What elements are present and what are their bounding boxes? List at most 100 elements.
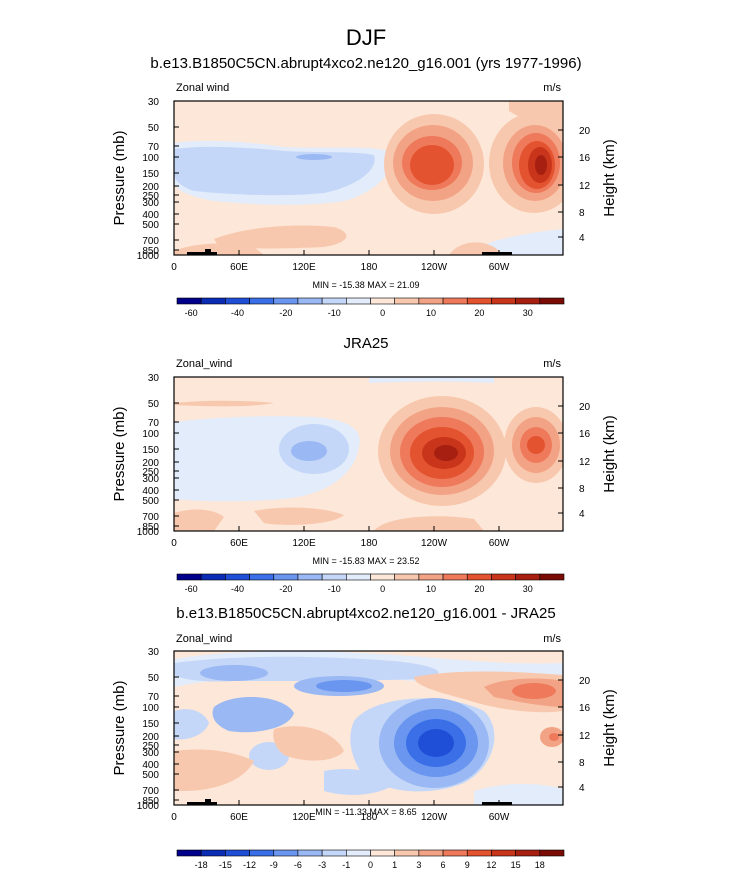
y-tick-label: 100 bbox=[142, 153, 159, 164]
y-axis-title: Pressure (mb) bbox=[111, 130, 128, 225]
y-tick-label: 70 bbox=[148, 418, 160, 429]
x-tick-label: 120E bbox=[292, 262, 316, 273]
colorbar-swatch bbox=[225, 297, 250, 305]
colorbar-label: -15 bbox=[219, 860, 232, 870]
colorbar-label: 9 bbox=[465, 860, 470, 870]
x-tick-label: 120W bbox=[421, 538, 448, 549]
colorbar-swatch bbox=[394, 297, 420, 305]
colorbar-swatch bbox=[539, 573, 565, 581]
colorbar-swatch bbox=[394, 573, 420, 581]
x-tick-label: 120W bbox=[421, 262, 448, 273]
y-tick-label: 700 bbox=[142, 236, 159, 247]
colorbar-label: -40 bbox=[231, 584, 244, 594]
colorbar-label: 18 bbox=[535, 860, 545, 870]
x-tick-label: 60E bbox=[230, 538, 248, 549]
y-tick-label: 1000 bbox=[137, 801, 160, 812]
y-tick-label: 300 bbox=[142, 748, 159, 759]
y2-tick-label: 4 bbox=[579, 233, 585, 244]
y-tick-label: 850 bbox=[142, 796, 159, 807]
colorbar-swatch bbox=[466, 849, 492, 857]
colorbar-swatch bbox=[200, 297, 226, 305]
y2-axis-title: Height (km) bbox=[601, 139, 618, 217]
positive-region bbox=[509, 101, 563, 131]
colorbar-swatch bbox=[442, 573, 468, 581]
x-tick-label: 0 bbox=[171, 262, 177, 273]
colorbar-swatch bbox=[346, 849, 371, 857]
y-tick-label: 200 bbox=[142, 182, 159, 193]
variable-label: Zonal_wind bbox=[176, 633, 232, 645]
colorbar-swatch bbox=[466, 297, 492, 305]
panel-1: b.e13.B1850C5CN.abrupt4xco2.ne120_g16.00… bbox=[111, 55, 618, 318]
y-tick-label: 70 bbox=[148, 692, 160, 703]
y-tick-label: 300 bbox=[142, 474, 159, 485]
units-label: m/s bbox=[543, 633, 561, 645]
y-tick-label: 30 bbox=[148, 97, 160, 108]
negative-core bbox=[291, 441, 327, 461]
colorbar-label: -12 bbox=[243, 860, 256, 870]
y-tick-label: 200 bbox=[142, 458, 159, 469]
y-tick-label: 200 bbox=[142, 732, 159, 743]
y-tick-label: 1000 bbox=[137, 251, 160, 262]
colorbar-label: -3 bbox=[318, 860, 326, 870]
y-axis-title: Pressure (mb) bbox=[111, 406, 128, 501]
colorbar-swatch bbox=[442, 297, 468, 305]
y-tick-label: 850 bbox=[142, 522, 159, 533]
colorbar-swatch bbox=[321, 849, 347, 857]
y-tick-label: 1000 bbox=[137, 527, 160, 538]
variable-label: Zonal_wind bbox=[176, 358, 232, 370]
x-tick-label: 60E bbox=[230, 812, 248, 823]
colorbar-swatch bbox=[176, 573, 202, 581]
min-max-text: MIN = -11.33 MAX = 8.65 bbox=[315, 807, 416, 817]
panel-title: b.e13.B1850C5CN.abrupt4xco2.ne120_g16.00… bbox=[150, 55, 581, 72]
land-mask bbox=[187, 249, 512, 255]
colorbar-swatch bbox=[515, 849, 541, 857]
colorbar-swatch bbox=[176, 297, 202, 305]
negative-region bbox=[324, 768, 394, 795]
colorbar-swatch bbox=[418, 297, 444, 305]
jet-contour bbox=[410, 145, 454, 185]
land-africa bbox=[187, 802, 217, 805]
y-tick-label: 50 bbox=[148, 123, 160, 134]
y2-tick-label: 8 bbox=[579, 484, 585, 495]
y-tick-label: 400 bbox=[142, 210, 159, 221]
land-africa bbox=[187, 252, 217, 255]
colorbar-swatch bbox=[297, 573, 323, 581]
y-tick-label: 850 bbox=[142, 246, 159, 257]
y2-tick-label: 8 bbox=[579, 758, 585, 769]
panel-title: b.e13.B1850C5CN.abrupt4xco2.ne120_g16.00… bbox=[176, 605, 555, 622]
y-tick-label: 500 bbox=[142, 496, 159, 507]
y2-tick-label: 8 bbox=[579, 208, 585, 219]
colorbar-swatch bbox=[273, 849, 299, 857]
colorbar-swatch bbox=[370, 849, 395, 857]
positive-region bbox=[214, 225, 347, 249]
negative-region bbox=[212, 696, 294, 733]
positive-region bbox=[254, 507, 344, 525]
colorbar-swatch bbox=[418, 849, 444, 857]
colorbar-swatch bbox=[539, 849, 565, 857]
y2-axis-title: Height (km) bbox=[601, 689, 618, 767]
jet-core bbox=[535, 155, 547, 175]
colorbar-swatch bbox=[321, 573, 347, 581]
y-tick-label: 50 bbox=[148, 673, 160, 684]
y-tick-label: 30 bbox=[148, 373, 160, 384]
units-label: m/s bbox=[543, 358, 561, 370]
colorbar-label: 20 bbox=[474, 308, 484, 318]
y-tick-label: 250 bbox=[142, 741, 159, 752]
x-tick-label: 180 bbox=[361, 812, 378, 823]
colorbar-swatch bbox=[225, 849, 250, 857]
units-label: m/s bbox=[543, 82, 561, 94]
colorbar-label: -10 bbox=[328, 308, 341, 318]
y2-tick-label: 12 bbox=[579, 181, 591, 192]
colorbar-label: 30 bbox=[523, 308, 533, 318]
colorbar-swatch bbox=[273, 573, 299, 581]
contour-field bbox=[174, 377, 563, 531]
y2-tick-label: 16 bbox=[579, 703, 591, 714]
colorbar-swatch bbox=[442, 849, 468, 857]
colorbar-swatch bbox=[491, 849, 516, 857]
y2-tick-label: 20 bbox=[579, 126, 591, 137]
positive-region bbox=[273, 726, 344, 761]
colorbar-swatch bbox=[418, 573, 444, 581]
y2-tick-label: 4 bbox=[579, 509, 585, 520]
x-tick-label: 180 bbox=[361, 538, 378, 549]
min-max-text: MIN = -15.83 MAX = 23.52 bbox=[312, 556, 419, 566]
